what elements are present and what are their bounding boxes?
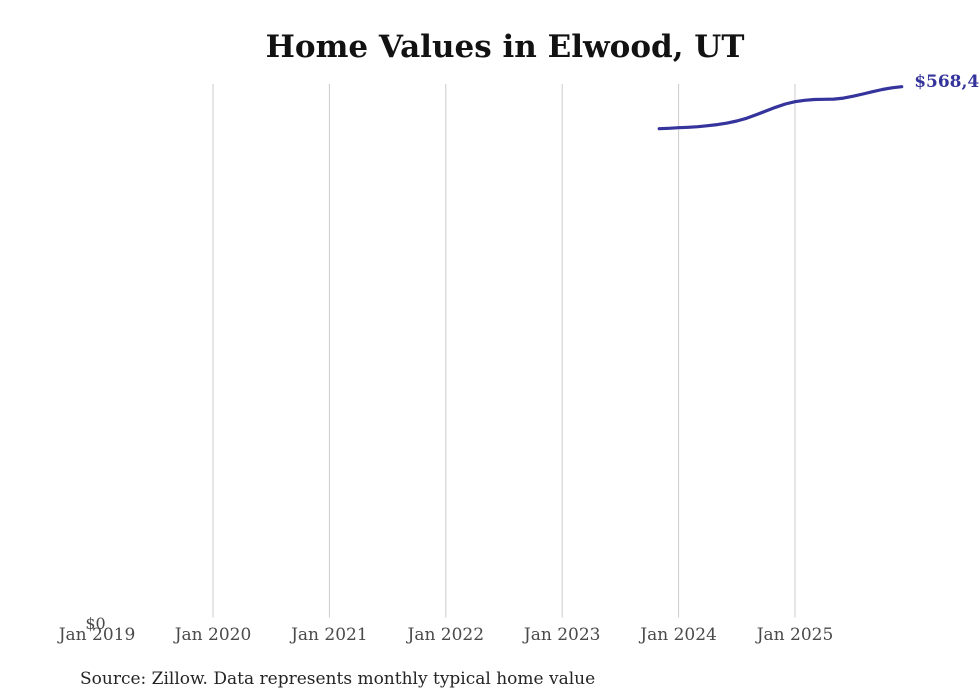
x-tick-label-2024: Jan 2024 (638, 625, 717, 645)
x-tick-label-2020: Jan 2020 (173, 625, 252, 645)
home-value-line (657, 85, 904, 131)
end-value-label: $568,460 (914, 72, 980, 92)
chart-title: Home Values in Elwood, UT (266, 29, 745, 65)
x-axis-labels: Jan 2019 Jan 2020 Jan 2021 Jan 2022 Jan … (57, 625, 834, 645)
x-tick-label-2023: Jan 2023 (522, 625, 601, 645)
y-axis-zero-label: $0 (85, 614, 105, 633)
x-tick-label-2019: Jan 2019 (57, 625, 136, 645)
source-note: Source: Zillow. Data represents monthly … (80, 669, 595, 689)
x-tick-label-2022: Jan 2022 (406, 625, 485, 645)
gridlines (212, 84, 796, 618)
x-tick-label-2025: Jan 2025 (755, 625, 834, 645)
x-tick-label-2021: Jan 2021 (289, 625, 368, 645)
